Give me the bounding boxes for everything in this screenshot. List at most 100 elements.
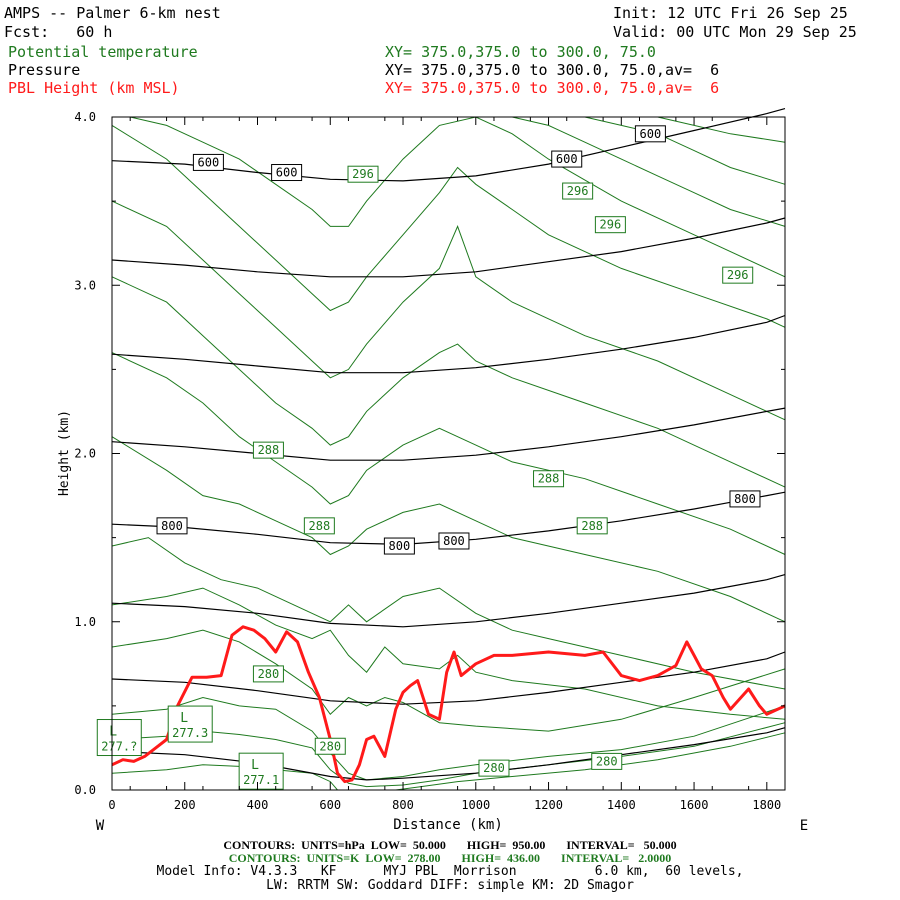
theta-contour-line-3 xyxy=(111,629,786,732)
theta-contour-line-12 xyxy=(512,116,786,227)
pressure-label-2-text: 600 xyxy=(556,152,578,166)
x-tick-label: 600 xyxy=(319,798,341,812)
theta-contour-line-2 xyxy=(111,696,786,781)
pressure-label-3: 600 xyxy=(634,125,666,143)
pressure-label-7: 800 xyxy=(729,490,761,508)
pressure-label-0-text: 600 xyxy=(198,155,220,169)
theta-contour-line-6 xyxy=(111,436,786,623)
x-tick-label: 800 xyxy=(392,798,414,812)
plot-frame xyxy=(111,116,786,791)
pressure-contour-800 xyxy=(111,491,786,546)
pressure-label-0: 600 xyxy=(192,153,224,171)
low-marker-value: 277.1 xyxy=(243,773,279,787)
low-marker-value: 277.3 xyxy=(172,726,208,740)
footer-physics-info: LW: RRTM SW: Goddard DIFF: simple KM: 2D… xyxy=(266,878,634,893)
theta-label-5: 288 xyxy=(303,517,335,535)
y-tick-label: 1.0 xyxy=(74,615,96,629)
theta-label-9-text: 280 xyxy=(319,739,341,753)
y-tick-label: 0.0 xyxy=(74,783,96,797)
pbl-height-series xyxy=(111,625,786,784)
valid-time: Valid: 00 UTC Mon 29 Sep 25 xyxy=(613,23,857,41)
theta-label-10-text: 280 xyxy=(483,761,505,775)
x-tick-label: 0 xyxy=(108,798,115,812)
footer-model-info: Model Info: V4.3.3 KF MYJ PBL Morrison 6… xyxy=(156,864,744,879)
pressure-label-4: 800 xyxy=(156,517,188,535)
theta-label-11-text: 280 xyxy=(596,754,618,768)
west-label: W xyxy=(96,818,105,834)
theta-contour-line-9 xyxy=(111,200,786,421)
theta-label-6: 288 xyxy=(533,470,565,488)
pressure-contour-900 xyxy=(111,651,786,705)
pressure-label-2: 600 xyxy=(551,150,583,168)
pressure-contour-700 xyxy=(111,314,786,374)
low-marker-letter: L xyxy=(180,711,188,726)
pressure-label-3-text: 600 xyxy=(640,127,662,141)
x-tick-label: 1400 xyxy=(607,798,636,812)
theta-contour-line-14 xyxy=(657,116,786,143)
pressure-label-4-text: 800 xyxy=(161,519,183,533)
theta-label-9: 280 xyxy=(314,737,346,755)
pressure-label-1-text: 600 xyxy=(276,166,298,180)
pbl-field-name: PBL Height (km MSL) xyxy=(8,79,180,97)
pressure-label-7-text: 800 xyxy=(734,492,756,506)
theta-label-11: 280 xyxy=(591,752,623,770)
theta-contour-line-0 xyxy=(111,732,786,791)
y-axis-title: Height (km) xyxy=(57,410,72,496)
y-tick-label: 4.0 xyxy=(74,110,96,124)
theta-contour-line-13 xyxy=(584,116,786,185)
x-tick-label: 1800 xyxy=(752,798,781,812)
theta-contour-line-1 xyxy=(111,722,786,788)
pressure-field-xy: XY= 375.0,375.0 to 300.0, 75.0,av= 6 xyxy=(385,61,720,79)
x-tick-label: 1000 xyxy=(461,798,490,812)
pressure-contours xyxy=(111,108,786,781)
theta-contour-line-10 xyxy=(111,124,786,328)
low-marker-value: 277.? xyxy=(101,740,137,754)
low-marker-letter: L xyxy=(251,758,259,773)
theta-label-0-text: 296 xyxy=(352,167,374,181)
pressure-contour-600 xyxy=(111,108,786,182)
pressure-label-5: 800 xyxy=(383,537,415,555)
theta-label-10: 280 xyxy=(478,759,510,777)
theta-contour-line-8 xyxy=(111,276,786,488)
theta-label-0: 296 xyxy=(347,165,379,183)
theta-label-5-text: 288 xyxy=(309,519,331,533)
pressure-contour-750 xyxy=(111,407,786,461)
pressure-label-6-text: 800 xyxy=(443,534,465,548)
theta-label-8-text: 280 xyxy=(258,667,280,681)
forecast-hour: Fcst: 60 h xyxy=(4,23,113,41)
x-tick-label: 1600 xyxy=(680,798,709,812)
theta-label-3-text: 296 xyxy=(727,268,749,282)
theta-contour-line-11 xyxy=(130,116,786,278)
y-tick-label: 2.0 xyxy=(74,447,96,461)
x-axis-title: Distance (km) xyxy=(393,817,503,833)
theta-contours xyxy=(111,116,786,791)
axes: 0 200 400 600 800 1000 1200 1400 1600 18000.01.02… xyxy=(74,110,785,812)
theta-label-2-text: 296 xyxy=(600,218,622,232)
theta-contour-line-5 xyxy=(111,537,786,690)
theta-label-7-text: 288 xyxy=(581,519,603,533)
x-tick-label: 200 xyxy=(174,798,196,812)
theta-label-4-text: 288 xyxy=(258,443,280,457)
theta-label-1-text: 296 xyxy=(567,184,589,198)
pbl-field-xy: XY= 375.0,375.0 to 300.0, 75.0,av= 6 xyxy=(385,79,720,97)
pressure-contour-850 xyxy=(111,574,786,628)
footer-theta-contours: CONTOURS: UNITS=K LOW= 278.00 HIGH= 436.… xyxy=(228,851,672,865)
model-title: AMPS -- Palmer 6-km nest xyxy=(4,4,221,22)
theta-label-4: 288 xyxy=(252,441,284,459)
pressure-label-5-text: 800 xyxy=(389,539,411,553)
pbl-height-line xyxy=(111,625,786,784)
x-tick-label: 400 xyxy=(247,798,269,812)
footer-pressure-contours: CONTOURS: UNITS=hPa LOW= 50.000 HIGH= 95… xyxy=(223,838,677,852)
theta-label-7: 288 xyxy=(576,517,608,535)
theta-contour-line-4 xyxy=(111,587,786,720)
theta-label-8: 280 xyxy=(252,665,284,683)
pressure-contour-950 xyxy=(111,727,786,781)
pressure-field-name: Pressure xyxy=(8,61,81,79)
theta-label-3: 296 xyxy=(722,266,754,284)
theta-label-6-text: 288 xyxy=(538,472,560,486)
init-time: Init: 12 UTC Fri 26 Sep 25 xyxy=(613,4,848,22)
theta-label-1: 296 xyxy=(562,182,594,200)
